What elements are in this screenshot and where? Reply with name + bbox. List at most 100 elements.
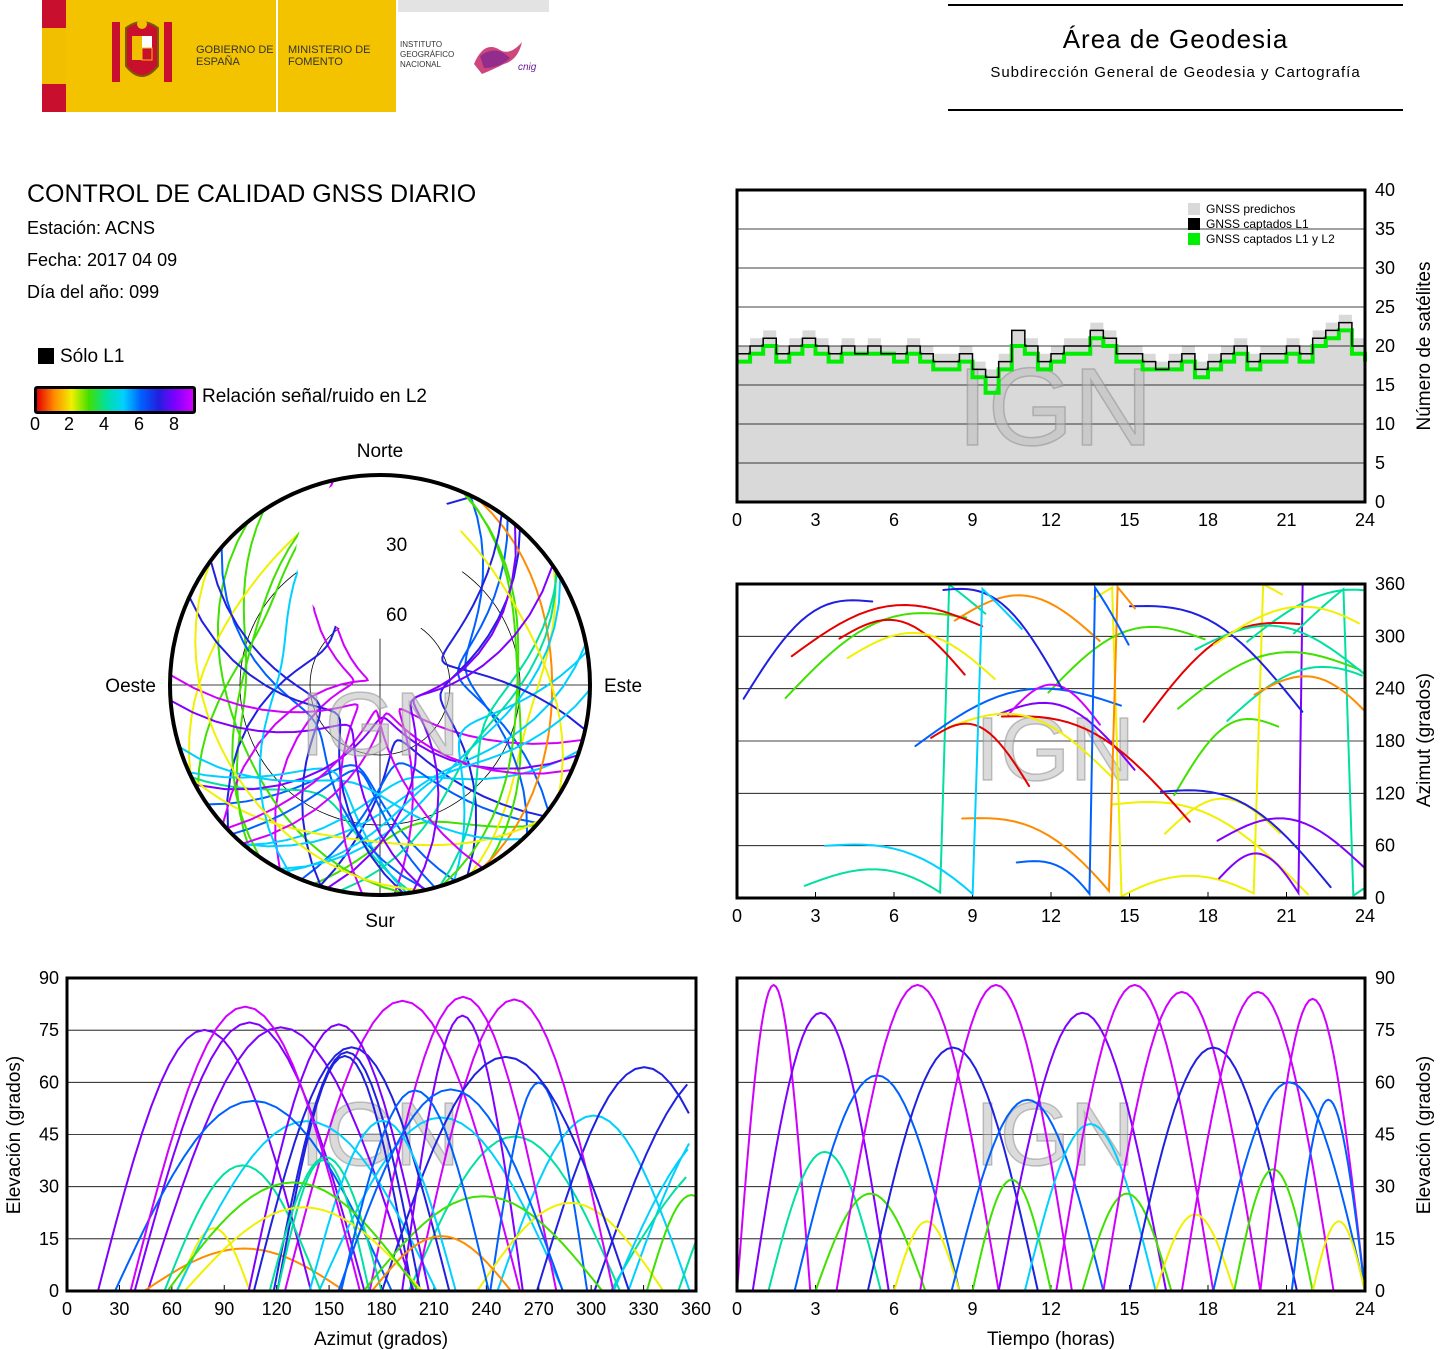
spain-flag-strip xyxy=(42,0,66,112)
x-tick-label: 12 xyxy=(1041,906,1061,926)
y-tick-label: 60 xyxy=(1375,1072,1395,1092)
cnig-label: cnig xyxy=(518,62,537,73)
satellite-azimuth-track xyxy=(824,586,1023,897)
x-tick-label: 210 xyxy=(419,1299,449,1319)
y-tick-label: 0 xyxy=(49,1281,59,1301)
satellite-elevation-arc xyxy=(535,1066,690,1292)
ign-logo-panel xyxy=(398,0,549,112)
plot-border xyxy=(735,582,1367,900)
x-axis-label: Azimut (grados) xyxy=(314,1329,448,1350)
l1-legend-label: Sólo L1 xyxy=(60,346,125,367)
x-tick-label: 24 xyxy=(1355,1299,1375,1319)
date-label: Fecha: 2017 04 09 xyxy=(27,250,178,270)
satellite-elevation-arc xyxy=(408,1135,621,1292)
satellite-sky-track xyxy=(393,708,583,895)
colorbar-tick: 8 xyxy=(169,414,180,434)
x-tick-label: 15 xyxy=(1119,510,1139,530)
satellite-pass xyxy=(1290,1098,1366,1292)
y-tick-label: 30 xyxy=(1375,1177,1395,1197)
y-tick-label: 45 xyxy=(1375,1125,1395,1145)
ministerio-panel: MINISTERIO DE FOMENTO xyxy=(278,0,396,112)
satellite-sky-track xyxy=(441,513,586,731)
satellite-pass xyxy=(751,1011,890,1292)
satellite-pass xyxy=(1055,983,1215,1292)
satellite-azimuth-track xyxy=(1216,817,1366,869)
west-label: Oeste xyxy=(105,676,156,697)
satellite-pass xyxy=(893,1220,961,1292)
x-tick-label: 60 xyxy=(162,1299,182,1319)
satellite-elevation-arc xyxy=(677,1240,697,1292)
satellite-sky-track xyxy=(188,596,405,895)
station-label: Estación: ACNS xyxy=(27,218,156,238)
legend-swatch xyxy=(1188,218,1200,230)
satellite-elevation-arc xyxy=(318,1116,565,1292)
x-tick-label: 15 xyxy=(1119,906,1139,926)
satellite-azimuth-track xyxy=(1177,651,1361,710)
x-axis-label: Tiempo (horas) xyxy=(987,1329,1115,1350)
satellite-elevation-arc xyxy=(252,1046,451,1292)
satellite-pass xyxy=(1212,1081,1366,1292)
colorbar-tick: 6 xyxy=(134,414,145,434)
cnig-logo-icon xyxy=(474,42,522,74)
y-tick-label: 15 xyxy=(1375,375,1395,395)
satellite-pass xyxy=(793,1074,961,1292)
satellite-elevation-arc xyxy=(175,1120,438,1292)
satellite-pass xyxy=(1102,990,1262,1292)
ring-label: 60 xyxy=(386,605,407,626)
colorbar-tick: 2 xyxy=(64,414,75,434)
satellite-azimuth-track xyxy=(1173,717,1280,797)
satellite-pass xyxy=(1311,1220,1366,1292)
satellite-azimuth-track xyxy=(1253,675,1365,712)
satellite-pass xyxy=(1180,990,1335,1292)
south-label: Sur xyxy=(365,911,395,932)
area-header: Área de Geodesia Subdirección General de… xyxy=(948,4,1403,112)
x-tick-label: 6 xyxy=(889,906,899,926)
satellite-elevation-arc xyxy=(371,1235,512,1292)
snr-colorbar xyxy=(34,386,196,414)
x-tick-label: 270 xyxy=(524,1299,554,1319)
header-logos: GOBIERNO DE ESPAÑA MINISTERIO DE FOMENTO… xyxy=(42,0,549,112)
elevation-azimuth-chart: 0 15 30 45 60 75 90 0 30 60 90 120 150 180 210 240 270 30… xyxy=(4,968,711,1350)
x-tick-label: 18 xyxy=(1198,1299,1218,1319)
ign-watermark: IGN xyxy=(975,700,1135,800)
satellite-azimuth-track xyxy=(1142,621,1301,723)
legend-label: GNSS captados L1 y L2 xyxy=(1206,232,1335,246)
satellite-azimuth-track xyxy=(1226,665,1363,722)
satellite-sky-track xyxy=(170,699,426,891)
colorbar-tick: 0 xyxy=(30,414,41,434)
satellite-sky-track xyxy=(216,520,406,895)
x-tick-label: 12 xyxy=(1041,1299,1061,1319)
satellite-azimuth-track xyxy=(1015,584,1130,897)
plot-border xyxy=(735,188,1367,504)
ministerio-label: MINISTERIO DE FOMENTO xyxy=(288,44,371,68)
satellite-azimuth-track xyxy=(1159,789,1332,889)
satellite-pass xyxy=(767,1150,882,1292)
skyplot-chart: IGN 30 60 Norte Sur Este Oeste xyxy=(105,441,642,932)
satellite-pass xyxy=(814,1192,927,1292)
satellite-elevation-arc xyxy=(166,1181,420,1292)
horizon-circle xyxy=(168,473,592,897)
x-tick-label: 0 xyxy=(732,906,742,926)
x-tick-label: 0 xyxy=(732,510,742,530)
report-title: CONTROL DE CALIDAD GNSS DIARIO xyxy=(27,180,477,208)
satellite-sky-track xyxy=(226,709,484,869)
area-title: Área de Geodesia xyxy=(1062,24,1289,54)
x-tick-label: 3 xyxy=(810,510,820,530)
y-tick-label: 10 xyxy=(1375,414,1395,434)
y-tick-label: 15 xyxy=(1375,1229,1395,1249)
satellite-azimuth-track xyxy=(1213,605,1360,646)
satellite-azimuth-track xyxy=(961,584,1136,894)
satellite-elevation-arc xyxy=(627,1143,690,1292)
l1-legend-swatch xyxy=(38,348,54,364)
x-tick-label: 6 xyxy=(889,510,899,530)
northern-gap xyxy=(296,470,464,639)
colorbar-tick: 4 xyxy=(99,414,110,434)
series-l1-line xyxy=(737,321,1366,378)
y-tick-label: 15 xyxy=(39,1229,59,1249)
satellite-elevation-arc xyxy=(163,1164,322,1292)
header-top-rule xyxy=(948,4,1403,6)
satellite-sky-track xyxy=(411,564,554,893)
satellite-elevation-arc xyxy=(308,1119,457,1292)
satellite-azimuth-track xyxy=(930,722,1031,788)
satellite-elevation-arc xyxy=(97,1028,312,1292)
